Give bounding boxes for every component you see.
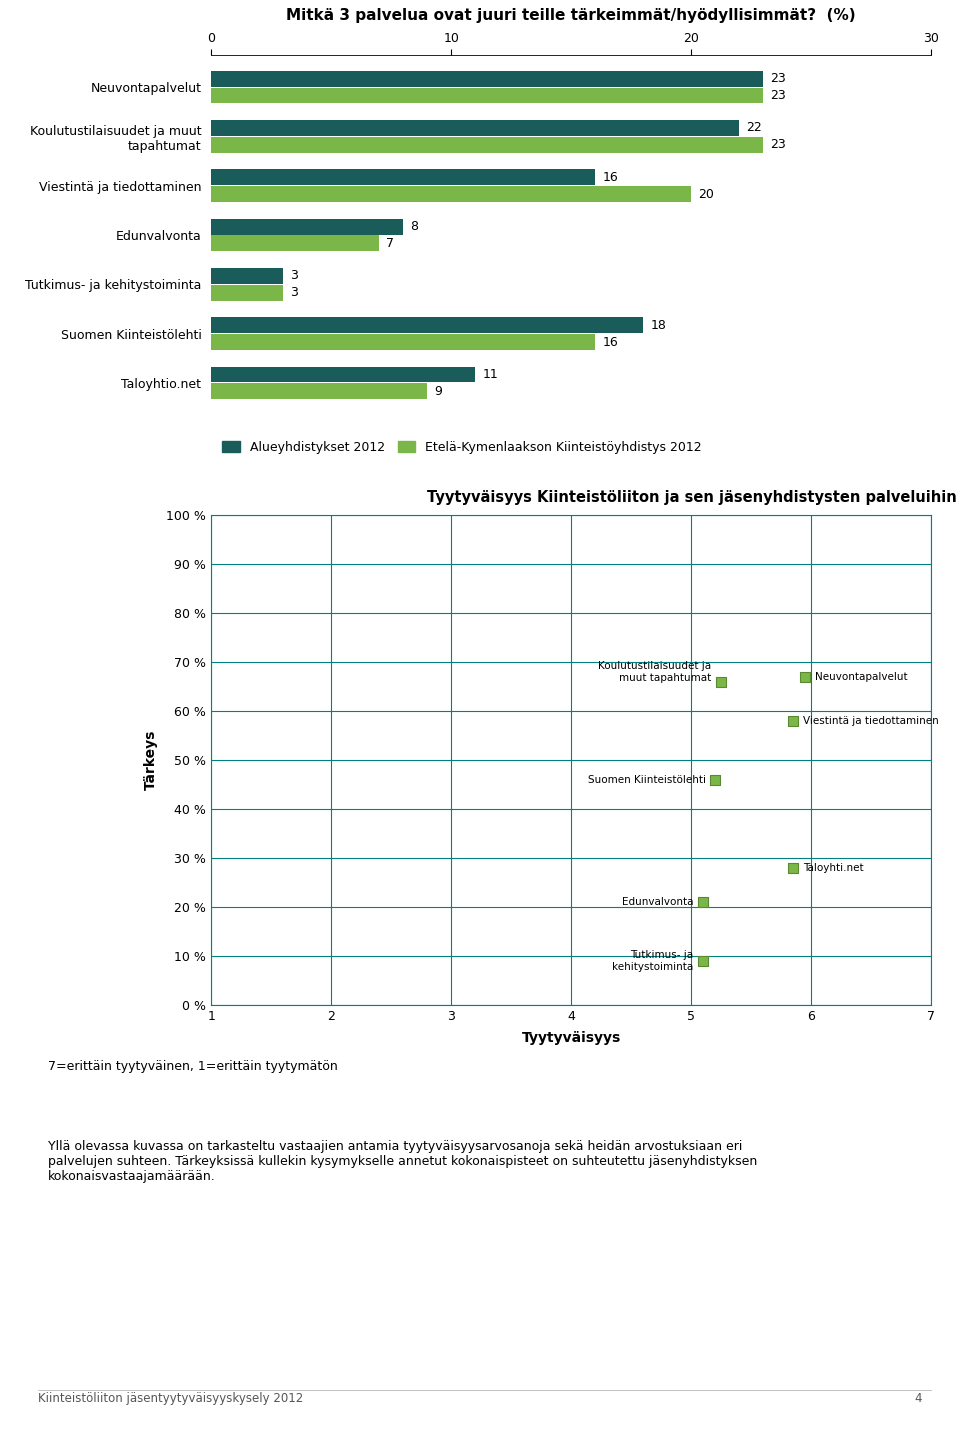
Text: Kiinteistöliiton jäsentyytyväisyyskysely 2012: Kiinteistöliiton jäsentyytyväisyyskysely… xyxy=(38,1392,303,1405)
Bar xyxy=(211,235,379,251)
Bar xyxy=(211,284,283,300)
Text: Edunvalvonta: Edunvalvonta xyxy=(622,897,693,907)
Text: Viestintä ja tiedottaminen: Viestintä ja tiedottaminen xyxy=(803,716,939,726)
Point xyxy=(708,768,723,791)
Bar xyxy=(211,70,763,86)
Text: 4: 4 xyxy=(914,1392,922,1405)
Bar xyxy=(211,187,691,202)
Text: 16: 16 xyxy=(603,171,618,184)
Text: 3: 3 xyxy=(290,286,299,300)
Point xyxy=(695,891,710,914)
Point xyxy=(713,670,729,693)
Text: Yllä olevassa kuvassa on tarkasteltu vastaajien antamia tyytyväisyysarvosanoja s: Yllä olevassa kuvassa on tarkasteltu vas… xyxy=(48,1139,757,1182)
Text: 23: 23 xyxy=(771,138,786,151)
Text: 7: 7 xyxy=(386,237,395,250)
Point xyxy=(785,709,801,732)
Bar xyxy=(211,383,427,399)
Bar xyxy=(211,136,763,152)
Legend: Alueyhdistykset 2012, Etelä-Kymenlaakson Kiinteistöyhdistys 2012: Alueyhdistykset 2012, Etelä-Kymenlaakson… xyxy=(218,436,707,459)
Bar xyxy=(211,121,739,136)
Text: 18: 18 xyxy=(651,319,666,331)
Point xyxy=(785,857,801,880)
Point xyxy=(695,950,710,973)
Text: Tutkimus- ja
kehitystoiminta: Tutkimus- ja kehitystoiminta xyxy=(612,950,693,971)
Y-axis label: Tärkeys: Tärkeys xyxy=(144,730,158,791)
Bar xyxy=(211,367,475,383)
Bar xyxy=(211,169,595,185)
Text: Neuvontapalvelut: Neuvontapalvelut xyxy=(815,672,907,682)
Text: 9: 9 xyxy=(434,385,443,397)
Text: 8: 8 xyxy=(411,220,419,232)
Text: 23: 23 xyxy=(771,89,786,102)
Text: 11: 11 xyxy=(483,367,498,382)
Text: 3: 3 xyxy=(290,270,299,283)
Text: 20: 20 xyxy=(699,188,714,201)
Text: Suomen Kiinteistölehti: Suomen Kiinteistölehti xyxy=(588,775,706,785)
Bar xyxy=(211,334,595,350)
Bar xyxy=(211,268,283,284)
Text: Tyytyväisyys Kiinteistöliiton ja sen jäsenyhdistysten palveluihin sekä palveluid: Tyytyväisyys Kiinteistöliiton ja sen jäs… xyxy=(427,489,960,505)
Text: 7=erittäin tyytyväinen, 1=erittäin tyytymätön: 7=erittäin tyytyväinen, 1=erittäin tyyty… xyxy=(48,1060,338,1073)
Point xyxy=(798,666,813,689)
Text: Koulutustilaisuudet ja
muut tapahtumat: Koulutustilaisuudet ja muut tapahtumat xyxy=(598,662,711,683)
Text: 22: 22 xyxy=(747,122,762,135)
Bar xyxy=(211,317,643,333)
Title: Mitkä 3 palvelua ovat juuri teille tärkeimmät/hyödyllisimmät?  (%): Mitkä 3 palvelua ovat juuri teille tärke… xyxy=(286,9,856,23)
Text: Taloyhti.net: Taloyhti.net xyxy=(803,862,863,872)
Bar xyxy=(211,88,763,103)
Bar xyxy=(211,218,403,234)
X-axis label: Tyytyväisyys: Tyytyväisyys xyxy=(521,1032,621,1045)
Text: 16: 16 xyxy=(603,336,618,349)
Text: 23: 23 xyxy=(771,72,786,85)
